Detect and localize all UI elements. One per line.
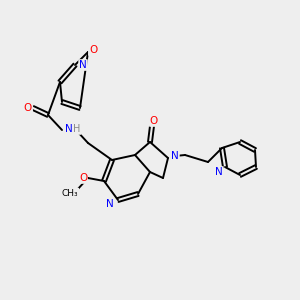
Text: H: H — [73, 124, 81, 134]
Text: N: N — [171, 151, 179, 161]
Text: N: N — [106, 199, 114, 209]
Text: O: O — [89, 45, 97, 55]
Text: O: O — [150, 116, 158, 126]
Text: N: N — [215, 167, 223, 177]
Text: N: N — [65, 124, 73, 134]
Text: N: N — [79, 60, 87, 70]
Text: O: O — [79, 173, 87, 183]
Text: CH₃: CH₃ — [62, 188, 78, 197]
Text: O: O — [24, 103, 32, 113]
